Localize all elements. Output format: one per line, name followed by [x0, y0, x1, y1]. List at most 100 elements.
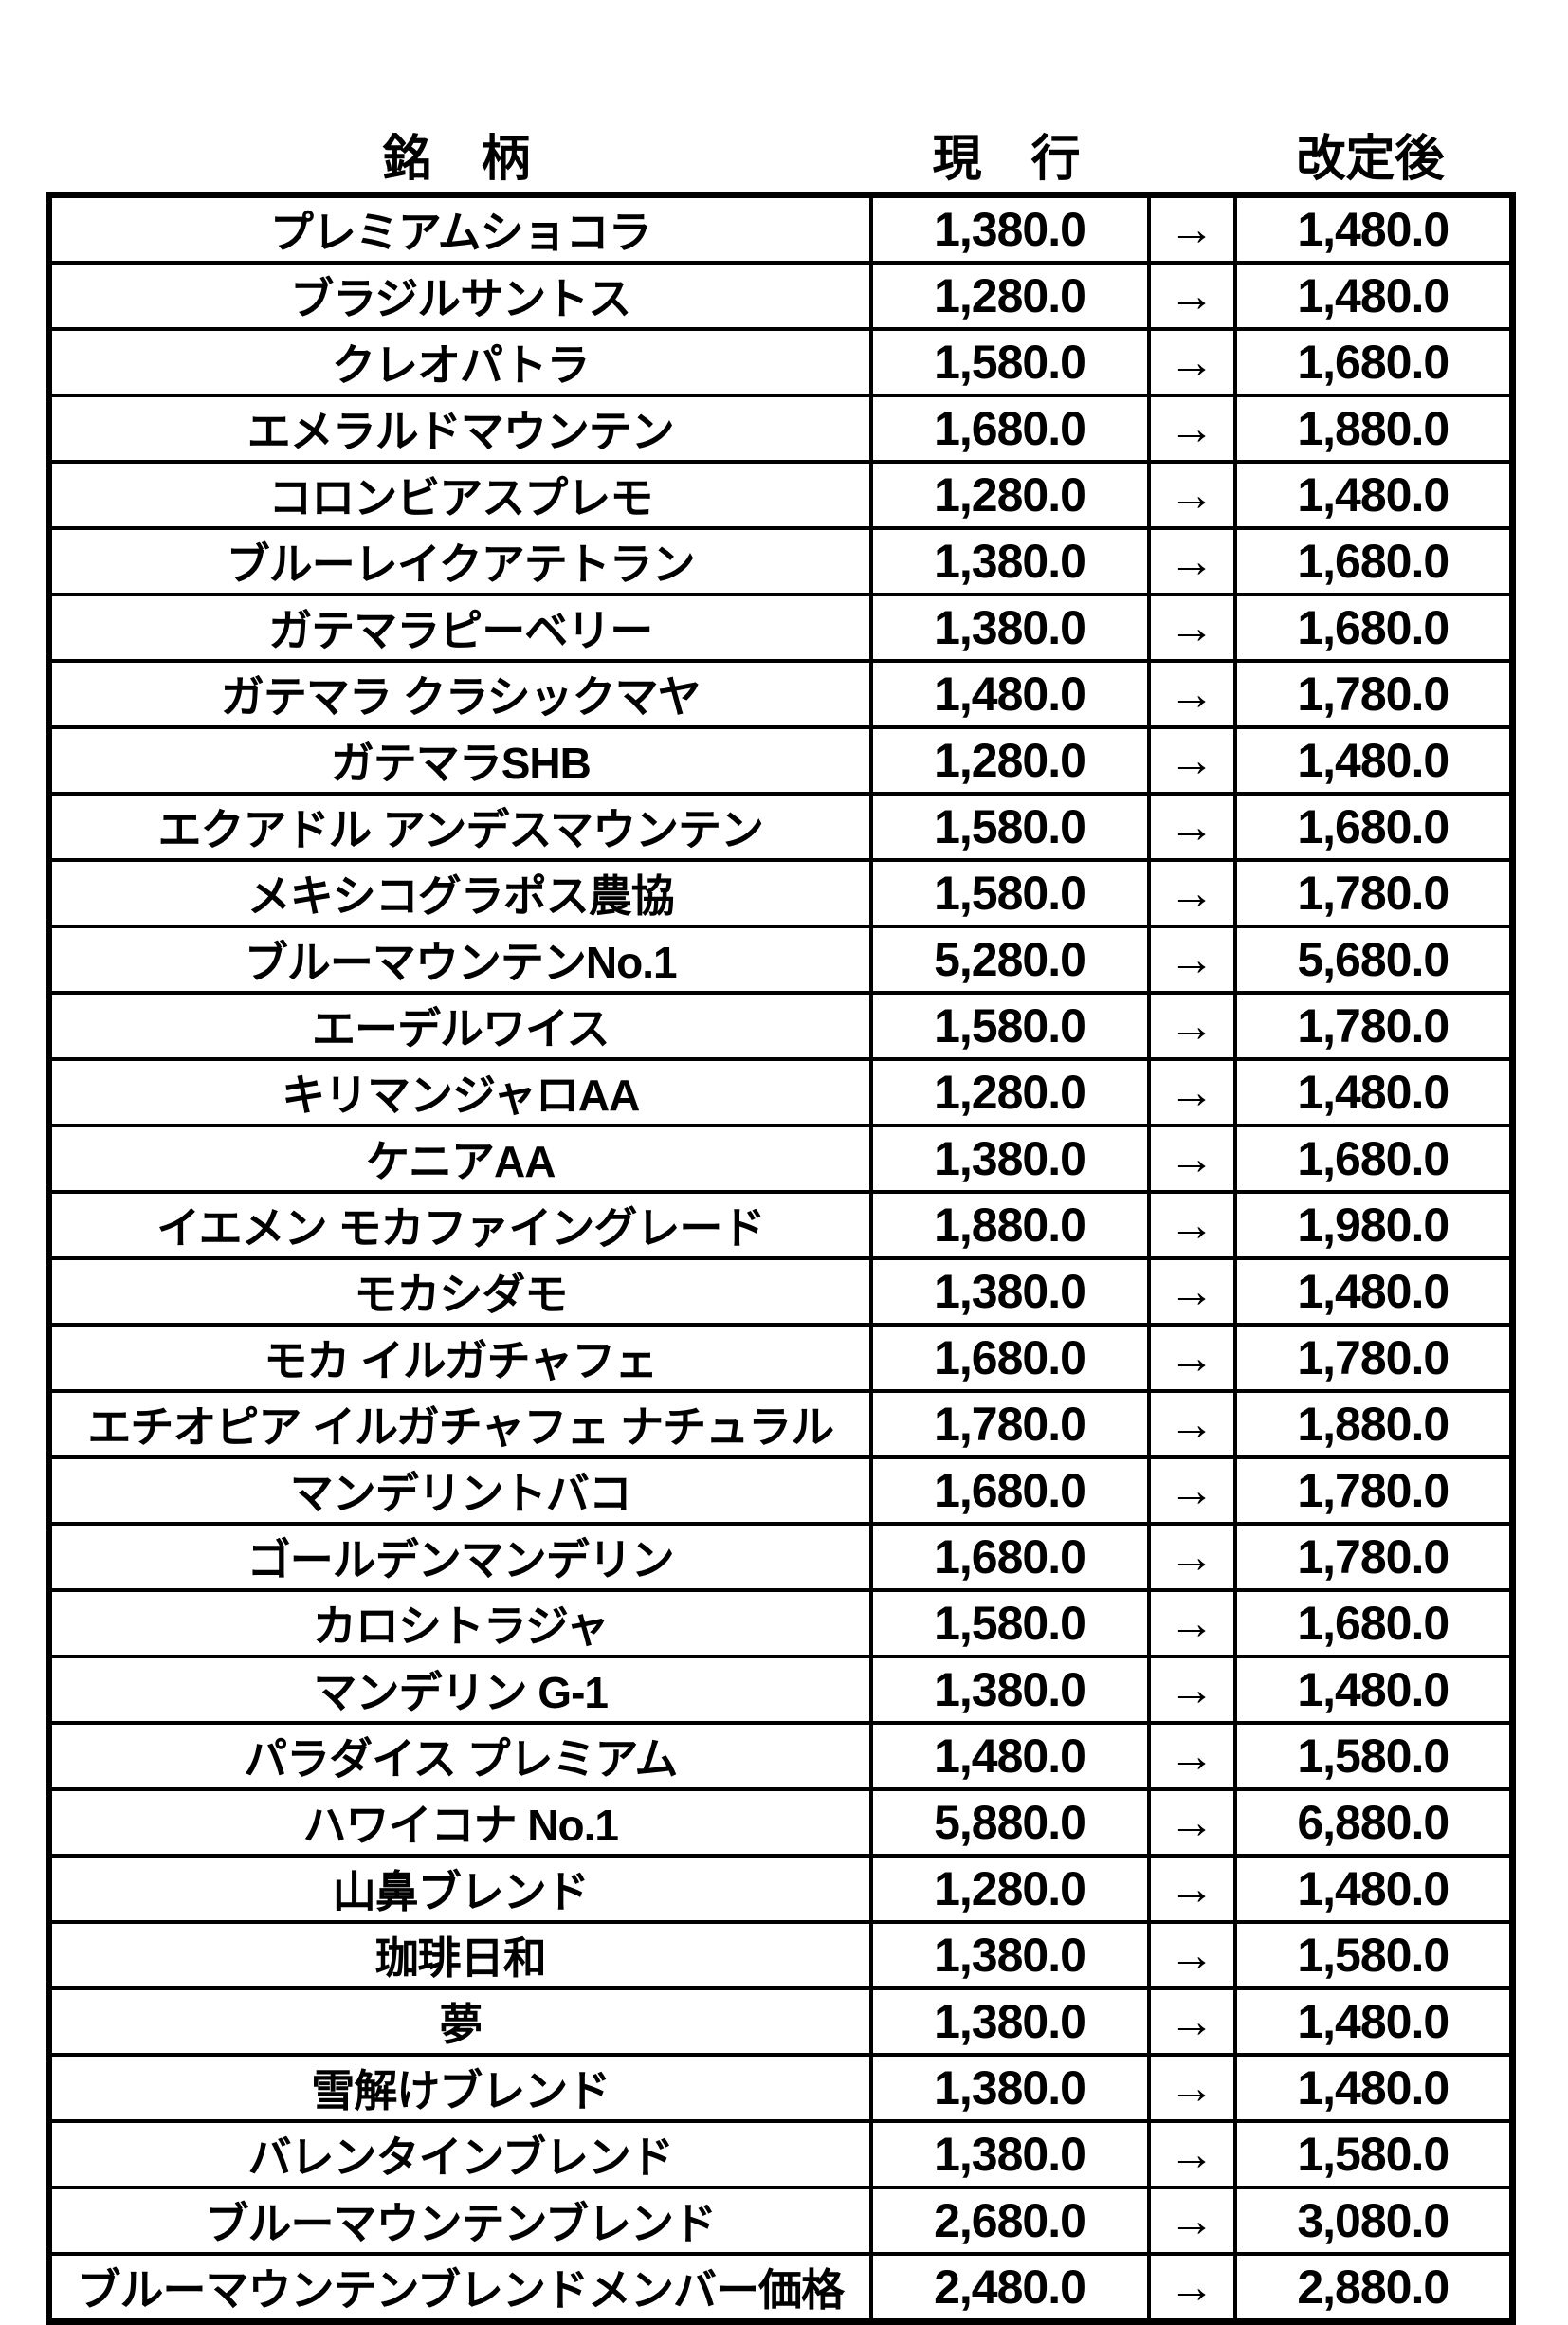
current-price-cell: 1,380.0 [868, 2053, 1151, 2123]
current-price-cell: 1,280.0 [868, 1057, 1151, 1127]
brand-name-cell: 山鼻ブレンド [46, 1854, 873, 1924]
right-arrow-icon: → [1146, 593, 1237, 663]
table-row: パラダイス プレミアム 1,480.0 → 1,580.0 [46, 1721, 1515, 1791]
current-price-cell: 1,280.0 [868, 261, 1151, 331]
revised-price-cell: 1,480.0 [1232, 1057, 1515, 1127]
brand-name-cell: メキシコグラポス農協 [46, 858, 873, 928]
revised-price-cell: 1,680.0 [1232, 1124, 1515, 1194]
brand-name-cell: エチオピア イルガチャフェ ナチュラル [46, 1389, 873, 1459]
column-header-brand: 銘 柄 [382, 132, 531, 187]
current-price-cell: 1,580.0 [868, 991, 1151, 1061]
right-arrow-icon: → [1146, 1057, 1237, 1127]
right-arrow-icon: → [1146, 261, 1237, 331]
current-price-cell: 5,880.0 [868, 1787, 1151, 1858]
current-price-cell: 1,580.0 [868, 792, 1151, 862]
revised-price-cell: 3,080.0 [1232, 2186, 1515, 2256]
column-headers: 銘 柄 現 行 改定後 [46, 85, 1509, 192]
current-price-cell: 1,580.0 [868, 327, 1151, 397]
table-row: 山鼻ブレンド 1,280.0 → 1,480.0 [46, 1854, 1515, 1924]
right-arrow-icon: → [1146, 1190, 1237, 1260]
revised-price-cell: 2,880.0 [1232, 2252, 1515, 2324]
table-row: 珈琲日和 1,380.0 → 1,580.0 [46, 1920, 1515, 1990]
right-arrow-icon: → [1146, 2252, 1237, 2324]
brand-name-cell: パラダイス プレミアム [46, 1721, 873, 1791]
brand-name-cell: エクアドル アンデスマウンテン [46, 792, 873, 862]
current-price-cell: 1,380.0 [868, 2119, 1151, 2189]
right-arrow-icon: → [1146, 1256, 1237, 1327]
right-arrow-icon: → [1146, 2053, 1237, 2123]
brand-name-cell: マンデリン G-1 [46, 1655, 873, 1725]
revised-price-cell: 1,680.0 [1232, 1588, 1515, 1658]
table-row: メキシコグラポス農協 1,580.0 → 1,780.0 [46, 858, 1515, 928]
price-table: プレミアムショコラ 1,380.0 → 1,480.0 ブラジルサントス 1,2… [46, 192, 1516, 2325]
right-arrow-icon: → [1146, 1854, 1237, 1924]
table-row: ハワイコナ No.1 5,880.0 → 6,880.0 [46, 1787, 1515, 1858]
revised-price-cell: 1,780.0 [1232, 659, 1515, 729]
table-row: エクアドル アンデスマウンテン 1,580.0 → 1,680.0 [46, 792, 1515, 862]
table-row: ブルーレイクアテトラン 1,380.0 → 1,680.0 [46, 526, 1515, 596]
current-price-cell: 1,480.0 [868, 659, 1151, 729]
current-price-cell: 1,280.0 [868, 1854, 1151, 1924]
current-price-cell: 1,280.0 [868, 725, 1151, 796]
revised-price-cell: 1,480.0 [1232, 725, 1515, 796]
right-arrow-icon: → [1146, 192, 1237, 265]
revised-price-cell: 1,780.0 [1232, 1455, 1515, 1526]
right-arrow-icon: → [1146, 1986, 1237, 2057]
right-arrow-icon: → [1146, 1920, 1237, 1990]
revised-price-cell: 1,780.0 [1232, 858, 1515, 928]
revised-price-cell: 1,780.0 [1232, 991, 1515, 1061]
current-price-cell: 5,280.0 [868, 925, 1151, 995]
column-header-current: 現 行 [932, 132, 1081, 187]
revised-price-cell: 1,580.0 [1232, 2119, 1515, 2189]
current-price-cell: 1,480.0 [868, 1721, 1151, 1791]
current-price-cell: 1,380.0 [868, 1256, 1151, 1327]
brand-name-cell: 夢 [46, 1986, 873, 2057]
brand-name-cell: ハワイコナ No.1 [46, 1787, 873, 1858]
right-arrow-icon: → [1146, 1721, 1237, 1791]
brand-name-cell: ガテマラピーベリー [46, 593, 873, 663]
price-revision-table-section: 銘 柄 現 行 改定後 プレミアムショコラ 1,380.0 → 1,480.0 … [46, 85, 1516, 2325]
revised-price-cell: 1,480.0 [1232, 1655, 1515, 1725]
brand-name-cell: エーデルワイス [46, 991, 873, 1061]
table-row: ガテマラピーベリー 1,380.0 → 1,680.0 [46, 593, 1515, 663]
right-arrow-icon: → [1146, 460, 1237, 530]
brand-name-cell: 珈琲日和 [46, 1920, 873, 1990]
current-price-cell: 2,680.0 [868, 2186, 1151, 2256]
current-price-cell: 1,380.0 [868, 192, 1151, 265]
brand-name-cell: ブルーマウンテンNo.1 [46, 925, 873, 995]
current-price-cell: 1,280.0 [868, 460, 1151, 530]
table-row: エチオピア イルガチャフェ ナチュラル 1,780.0 → 1,880.0 [46, 1389, 1515, 1459]
brand-name-cell: クレオパトラ [46, 327, 873, 397]
brand-name-cell: キリマンジャロAA [46, 1057, 873, 1127]
brand-name-cell: ケニアAA [46, 1124, 873, 1194]
table-row: マンデリン G-1 1,380.0 → 1,480.0 [46, 1655, 1515, 1725]
right-arrow-icon: → [1146, 925, 1237, 995]
table-row: ガテマラ クラシックマヤ 1,480.0 → 1,780.0 [46, 659, 1515, 729]
right-arrow-icon: → [1146, 1124, 1237, 1194]
revised-price-cell: 1,480.0 [1232, 1986, 1515, 2057]
table-row: ゴールデンマンデリン 1,680.0 → 1,780.0 [46, 1522, 1515, 1592]
table-row: モカ イルガチャフェ 1,680.0 → 1,780.0 [46, 1323, 1515, 1393]
table-row: ブルーマウンテンNo.1 5,280.0 → 5,680.0 [46, 925, 1515, 995]
current-price-cell: 1,380.0 [868, 593, 1151, 663]
revised-price-cell: 1,480.0 [1232, 261, 1515, 331]
table-row: ブラジルサントス 1,280.0 → 1,480.0 [46, 261, 1515, 331]
revised-price-cell: 1,880.0 [1232, 1389, 1515, 1459]
table-row: クレオパトラ 1,580.0 → 1,680.0 [46, 327, 1515, 397]
current-price-cell: 1,680.0 [868, 1455, 1151, 1526]
brand-name-cell: ブルーレイクアテトラン [46, 526, 873, 596]
brand-name-cell: モカシダモ [46, 1256, 873, 1327]
table-row: ブルーマウンテンブレンドメンバー価格 2,480.0 → 2,880.0 [46, 2252, 1515, 2324]
revised-price-cell: 1,780.0 [1232, 1323, 1515, 1393]
revised-price-cell: 1,580.0 [1232, 1721, 1515, 1791]
current-price-cell: 1,580.0 [868, 858, 1151, 928]
brand-name-cell: ブルーマウンテンブレンド [46, 2186, 873, 2256]
right-arrow-icon: → [1146, 725, 1237, 796]
brand-name-cell: マンデリントバコ [46, 1455, 873, 1526]
revised-price-cell: 6,880.0 [1232, 1787, 1515, 1858]
table-row: 雪解けブレンド 1,380.0 → 1,480.0 [46, 2053, 1515, 2123]
brand-name-cell: プレミアムショコラ [46, 192, 873, 265]
table-row: キリマンジャロAA 1,280.0 → 1,480.0 [46, 1057, 1515, 1127]
revised-price-cell: 1,680.0 [1232, 792, 1515, 862]
current-price-cell: 1,380.0 [868, 526, 1151, 596]
